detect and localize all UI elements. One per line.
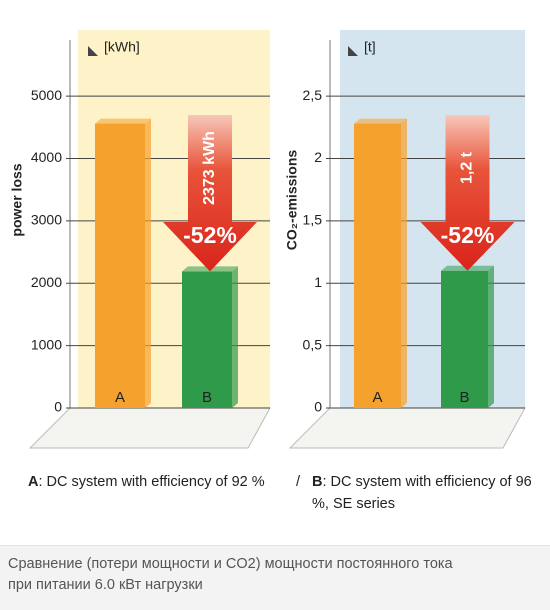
legend-text: : DC system with efficiency of 92 % <box>38 474 265 490</box>
floor <box>28 407 271 449</box>
caption-line: при питании 6.0 кВт нагрузки <box>8 577 203 593</box>
category-label: B <box>202 389 212 406</box>
y-tick-label: 2,5 <box>303 87 323 103</box>
arrow-percent: -52% <box>183 222 237 248</box>
legend-a: A: DC system with efficiency of 92 % <box>28 471 265 493</box>
reduction-arrow <box>420 115 515 271</box>
arrow-percent: -52% <box>441 222 495 248</box>
legend-key: B <box>312 474 323 490</box>
y-tick-label: 5000 <box>31 87 62 103</box>
caption: Сравнение (потери мощности и CO2) мощнос… <box>0 545 550 610</box>
arrow-amount: 2373 kWh <box>201 131 218 205</box>
y-axis-label: power loss <box>9 163 25 236</box>
arrow-amount: 1,2 t <box>459 151 476 184</box>
chart: [kWh] power loss 0 1000 2000 3000 4000 5000 A B 23… <box>9 30 526 449</box>
y-tick-label: 0 <box>54 399 62 415</box>
category-label: A <box>115 389 125 406</box>
y-tick-label: 2 <box>314 149 322 165</box>
y-tick-label: 1 <box>314 274 322 290</box>
bar <box>95 123 145 409</box>
y-tick-label: 1,5 <box>303 212 323 228</box>
floor <box>288 407 526 449</box>
bar <box>441 270 488 408</box>
unit-icon <box>348 46 358 56</box>
bar-side <box>488 265 494 408</box>
y-tick-label: 0,5 <box>303 336 323 352</box>
y-tick-label: 0 <box>314 399 322 415</box>
unit-label: [t] <box>364 39 376 55</box>
caption-line: Сравнение (потери мощности и CO2) мощнос… <box>8 556 453 572</box>
bar-top <box>354 118 407 124</box>
unit-icon <box>88 46 98 56</box>
legend-separator: / <box>296 474 301 490</box>
bar-side <box>232 266 238 408</box>
category-label: B <box>459 389 469 406</box>
y-tick-label: 3000 <box>31 212 62 228</box>
bar-top <box>95 118 151 124</box>
category-label: A <box>372 389 382 406</box>
bar-side <box>401 118 407 409</box>
y-tick-label: 2000 <box>31 274 62 290</box>
y-tick-label: 4000 <box>31 149 62 165</box>
y-tick-label: 1000 <box>31 336 62 352</box>
reduction-arrow <box>163 115 257 272</box>
legend-key: A <box>28 474 39 490</box>
unit-label: [kWh] <box>104 39 140 55</box>
legend-text: : DC system with efficiency of 96 %, SE … <box>312 474 532 512</box>
legend-b: B: DC system with efficiency of 96 %, SE… <box>312 471 532 515</box>
y-axis-label: CO₂-emissions <box>284 150 300 251</box>
bar <box>354 123 401 409</box>
bar-side <box>145 118 151 409</box>
bar <box>182 271 232 408</box>
